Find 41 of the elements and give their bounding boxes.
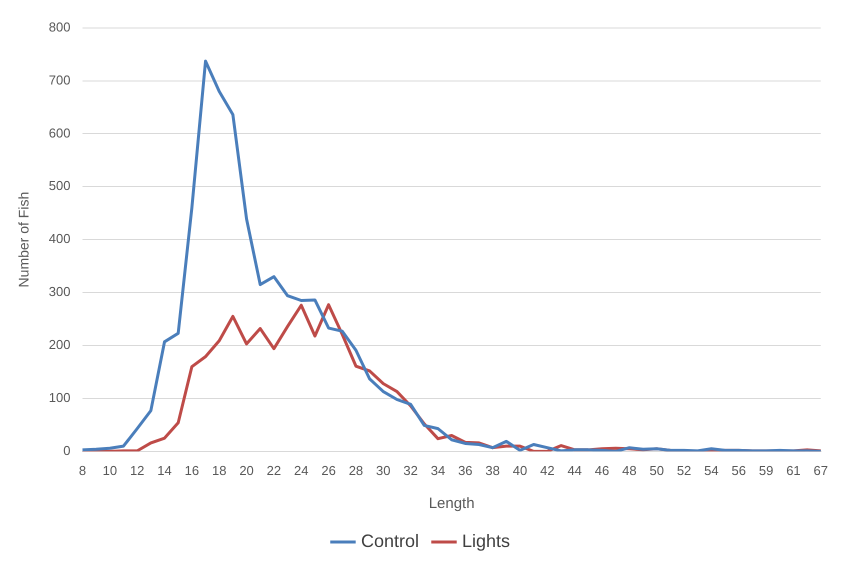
x-tick-label: 28 [348, 462, 364, 478]
x-tick-label: 46 [594, 462, 610, 478]
x-tick-label: 18 [212, 462, 226, 478]
x-tick-label: 52 [676, 462, 692, 478]
y-tick-label: 800 [48, 19, 70, 34]
y-tick-label: 300 [48, 284, 70, 300]
y-tick-label: 600 [48, 125, 70, 140]
y-tick-label: 500 [48, 178, 70, 194]
x-tick-label: 30 [376, 462, 391, 478]
x-tick-label: 54 [704, 462, 719, 478]
legend-label: Lights [462, 530, 510, 551]
x-tick-label: 59 [758, 462, 774, 478]
x-tick-label: 12 [130, 462, 144, 478]
x-tick-label: 20 [239, 462, 254, 478]
x-tick-label: 61 [786, 462, 801, 478]
x-tick-label: 24 [294, 462, 308, 478]
x-tick-label: 36 [458, 462, 473, 478]
x-tick-label: 48 [622, 462, 637, 478]
y-axis-title: Number of Fish [15, 192, 32, 288]
legend-label: Control [360, 530, 419, 551]
x-tick-label: 8 [78, 462, 86, 478]
x-tick-label: 26 [321, 462, 336, 478]
x-tick-label: 14 [157, 462, 172, 478]
y-tick-label: 100 [48, 390, 70, 406]
x-tick-label: 32 [403, 462, 418, 478]
x-tick-label: 50 [649, 462, 664, 478]
x-tick-label: 16 [184, 462, 200, 478]
x-tick-label: 44 [567, 462, 582, 478]
x-tick-label: 10 [102, 462, 118, 478]
y-tick-label: 200 [48, 337, 70, 352]
x-tick-label: 67 [814, 462, 828, 478]
x-tick-label: 40 [512, 462, 528, 478]
y-tick-label: 400 [48, 231, 70, 246]
x-tick-label: 38 [485, 462, 500, 478]
y-tick-label: 0 [63, 442, 70, 458]
x-axis-title: Length [428, 495, 475, 512]
x-tick-label: 42 [540, 462, 555, 478]
x-tick-label: 56 [732, 462, 746, 478]
x-tick-label: 34 [430, 462, 446, 478]
y-tick-label: 700 [48, 72, 70, 88]
x-tick-label: 22 [266, 462, 282, 478]
